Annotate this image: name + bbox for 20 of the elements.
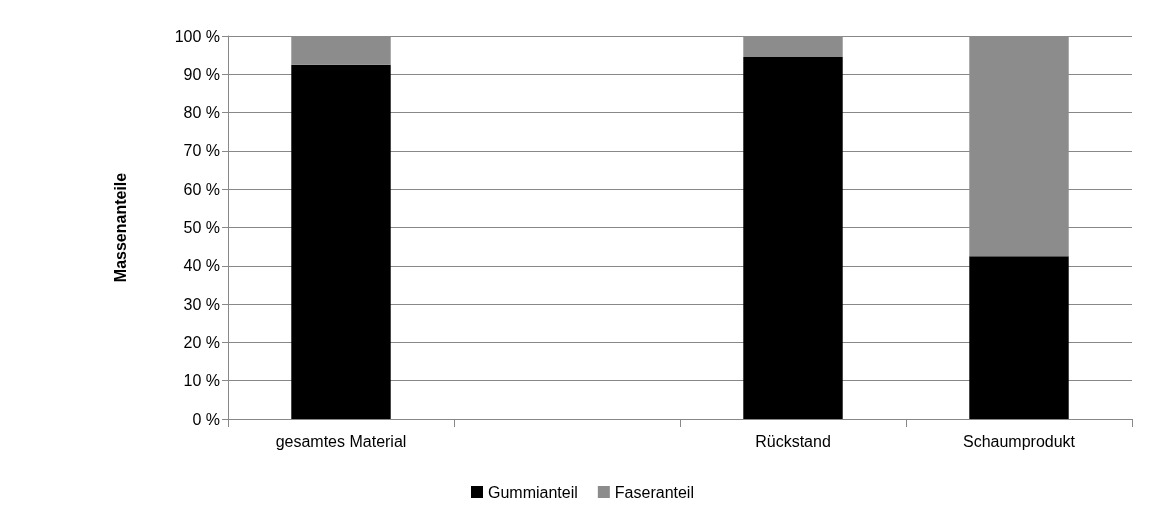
y-tick-label: 0 % [192, 410, 220, 428]
y-tick-label: 90 % [183, 65, 220, 83]
x-tick-label: gesamtes Material [275, 432, 407, 450]
y-tick-label: 100 % [174, 27, 220, 45]
bar [969, 256, 1069, 419]
x-tick-label: Schaumprodukt [962, 432, 1076, 450]
y-tick-label: 20 % [183, 333, 220, 351]
y-tick-label: 30 % [183, 295, 220, 313]
y-axis-title: Massenanteile [111, 172, 129, 283]
legend-label: Faseranteil [614, 483, 694, 501]
bar [291, 64, 391, 419]
y-tick-label: 50 % [183, 219, 220, 236]
legend-label: Gummianteil [488, 483, 578, 501]
y-tick-label: 10 % [183, 372, 220, 390]
bar [743, 57, 843, 419]
x-tick-label: Rückstand [755, 432, 831, 450]
y-tick-label: 70 % [183, 142, 220, 160]
y-tick-label: 40 % [183, 257, 220, 275]
y-tick-label: 60 % [183, 180, 220, 198]
y-tick-label: 80 % [183, 104, 220, 122]
